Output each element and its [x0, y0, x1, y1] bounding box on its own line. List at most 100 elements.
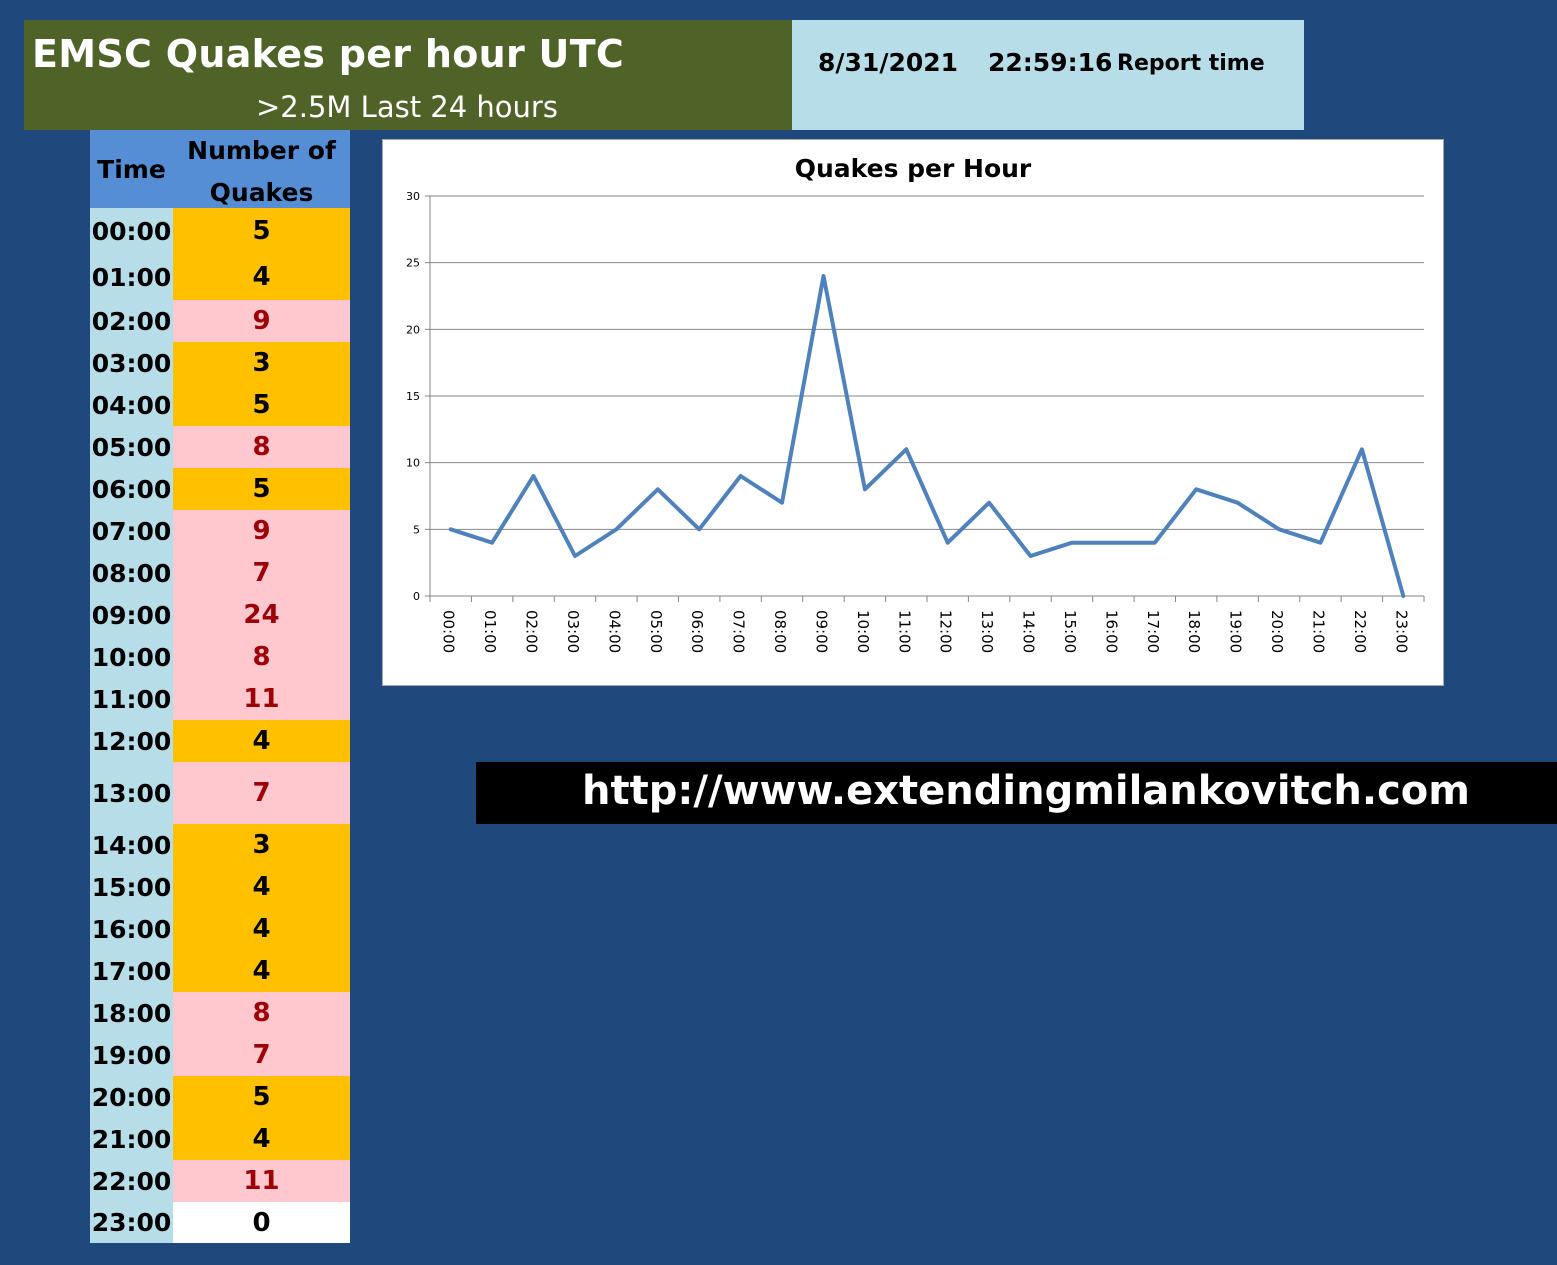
x-tick-label: 12:00: [937, 610, 955, 653]
x-tick-label: 10:00: [854, 610, 872, 653]
table-row: 01:00 4: [90, 254, 350, 300]
count-cell: 4: [173, 1118, 350, 1160]
count-cell: 4: [173, 720, 350, 762]
time-cell: 11:00: [90, 678, 173, 720]
count-cell: 8: [173, 636, 350, 678]
count-header-line2: Quakes: [209, 178, 314, 207]
x-tick-label: 20:00: [1268, 610, 1286, 653]
count-cell: 7: [173, 1034, 350, 1076]
chart-area: Quakes per Hour 0 5 10 15 20 25 30 00:00 01:00 02…: [382, 139, 1444, 686]
time-cell: 13:00: [90, 762, 173, 824]
x-tick-label: 06:00: [688, 610, 706, 653]
y-tick-label: 15: [406, 390, 420, 403]
table-row: 05:00 8: [90, 426, 350, 468]
x-tick-label: 00:00: [440, 610, 458, 653]
count-cell: 3: [173, 824, 350, 866]
x-tick-label: 22:00: [1351, 610, 1369, 653]
x-tick-label: 17:00: [1144, 610, 1162, 653]
report-date: 8/31/2021: [818, 48, 959, 77]
x-tick-label: 11:00: [895, 610, 913, 653]
time-cell: 17:00: [90, 950, 173, 992]
page-title: EMSC Quakes per hour UTC: [32, 32, 625, 76]
table-row: 00:00 5: [90, 208, 350, 254]
table-row: 15:00 4: [90, 866, 350, 908]
time-cell: 16:00: [90, 908, 173, 950]
time-cell: 14:00: [90, 824, 173, 866]
x-tick-label: 02:00: [523, 610, 541, 653]
count-cell: 11: [173, 1160, 350, 1202]
y-tick-label: 5: [413, 523, 420, 536]
count-cell: 7: [173, 762, 350, 824]
x-tick-label: 08:00: [771, 610, 789, 653]
table-row: 18:00 8: [90, 992, 350, 1034]
table-row: 14:00 3: [90, 824, 350, 866]
time-cell: 15:00: [90, 866, 173, 908]
table-row: 13:00 7: [90, 762, 350, 824]
time-cell: 01:00: [90, 254, 173, 300]
count-cell: 5: [173, 468, 350, 510]
x-tick-label: 15:00: [1061, 610, 1079, 653]
x-tick-label: 23:00: [1392, 610, 1410, 653]
table-row: 09:00 24: [90, 594, 350, 636]
title-banner: EMSC Quakes per hour UTC >2.5M Last 24 h…: [24, 20, 792, 130]
table-row: 21:00 4: [90, 1118, 350, 1160]
site-url[interactable]: http://www.extendingmilankovitch.com: [582, 768, 1470, 814]
count-cell: 9: [173, 300, 350, 342]
count-header-line1: Number of: [187, 136, 336, 165]
time-cell: 09:00: [90, 594, 173, 636]
table-row: 23:00 0: [90, 1202, 350, 1243]
report-time-box: 8/31/2021 22:59:16 Report time: [792, 20, 1304, 130]
x-tick-label: 18:00: [1185, 610, 1203, 653]
time-cell: 00:00: [90, 208, 173, 254]
table-row: 17:00 4: [90, 950, 350, 992]
x-tick-label: 01:00: [481, 610, 499, 653]
time-cell: 21:00: [90, 1118, 173, 1160]
time-cell: 18:00: [90, 992, 173, 1034]
y-tick-label: 30: [406, 190, 420, 203]
count-cell: 5: [173, 208, 350, 254]
y-tick-label: 0: [413, 590, 420, 603]
count-cell: 5: [173, 384, 350, 426]
x-tick-label: 09:00: [812, 610, 830, 653]
count-cell: 4: [173, 908, 350, 950]
table-row: 06:00 5: [90, 468, 350, 510]
time-cell: 23:00: [90, 1202, 173, 1243]
table-row: 19:00 7: [90, 1034, 350, 1076]
count-cell: 3: [173, 342, 350, 384]
line-chart: 0 5 10 15 20 25 30 00:00 01:00 02:00 03:00 04:00 05:…: [406, 190, 1425, 653]
table-body: 00:00 5 01:00 4 02:00 9 03:00 3 04:00 5 05:00 8 06:0…: [90, 208, 350, 1243]
report-time-label: Report time: [1117, 51, 1265, 76]
time-cell: 20:00: [90, 1076, 173, 1118]
series-line: [448, 274, 1406, 598]
time-cell: 07:00: [90, 510, 173, 552]
table-row: 22:00 11: [90, 1160, 350, 1202]
count-column-header: Number of Quakes: [173, 130, 350, 208]
x-tick-label: 16:00: [1102, 610, 1120, 653]
table-row: 16:00 4: [90, 908, 350, 950]
chart-title: Quakes per Hour: [794, 154, 1032, 183]
count-cell: 4: [173, 866, 350, 908]
count-cell: 8: [173, 992, 350, 1034]
time-column-header: Time: [90, 130, 173, 208]
time-cell: 05:00: [90, 426, 173, 468]
x-tick-label: 21:00: [1309, 610, 1327, 653]
time-cell: 12:00: [90, 720, 173, 762]
y-tick-label: 20: [406, 323, 420, 336]
count-cell: 8: [173, 426, 350, 468]
time-cell: 22:00: [90, 1160, 173, 1202]
table-row: 02:00 9: [90, 300, 350, 342]
quakes-table: Time Number of Quakes 00:00 5 01:00 4 02:00 9…: [90, 130, 350, 1243]
count-cell: 0: [173, 1202, 350, 1243]
count-cell: 4: [173, 950, 350, 992]
table-row: 08:00 7: [90, 552, 350, 594]
page-subtitle: >2.5M Last 24 hours: [256, 90, 558, 124]
table-row: 04:00 5: [90, 384, 350, 426]
time-cell: 04:00: [90, 384, 173, 426]
count-cell: 11: [173, 678, 350, 720]
table-header-row: Time Number of Quakes: [90, 130, 350, 208]
time-cell: 03:00: [90, 342, 173, 384]
time-cell: 06:00: [90, 468, 173, 510]
table-row: 20:00 5: [90, 1076, 350, 1118]
count-cell: 5: [173, 1076, 350, 1118]
count-cell: 4: [173, 254, 350, 300]
